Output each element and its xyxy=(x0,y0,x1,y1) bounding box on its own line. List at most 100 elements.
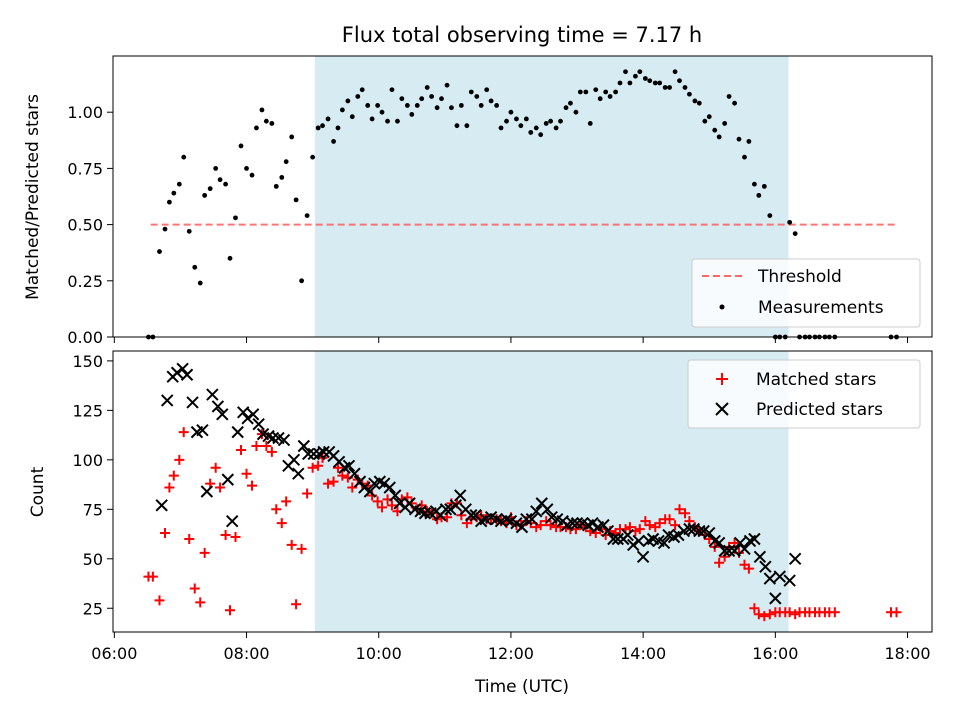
matched-point xyxy=(215,482,226,493)
x-tick-label: 14:00 xyxy=(620,644,666,663)
measurement-point xyxy=(355,94,361,99)
measurement-point xyxy=(310,154,316,160)
measurement-point xyxy=(315,125,321,131)
x-tick-label: 10:00 xyxy=(356,644,402,663)
matched-point xyxy=(535,520,546,531)
matched-point xyxy=(654,518,665,529)
predicted-point xyxy=(748,532,761,546)
matched-point xyxy=(624,522,635,533)
measurement-point xyxy=(478,103,484,108)
predicted-point xyxy=(607,532,620,546)
measurement-point xyxy=(395,118,400,124)
measurement-point xyxy=(603,89,609,95)
measurement-point xyxy=(792,231,798,236)
predicted-point xyxy=(170,366,184,379)
measurement-point xyxy=(642,76,648,81)
matched-point xyxy=(367,490,378,501)
matched-point xyxy=(225,605,235,616)
predicted-point xyxy=(252,418,265,431)
predicted-point xyxy=(788,552,802,565)
measurement-point xyxy=(538,132,544,138)
measurement-point xyxy=(359,87,365,93)
chart-title: Flux total observing time = 7.17 h xyxy=(342,23,702,47)
matched-point xyxy=(281,496,292,507)
measurement-point xyxy=(692,98,698,104)
predicted-point xyxy=(246,408,260,421)
predicted-point xyxy=(636,550,650,564)
measurement-point xyxy=(667,85,672,90)
measurement-point xyxy=(269,121,275,126)
measurement-point xyxy=(434,105,440,111)
legend-threshold-label: Threshold xyxy=(757,267,842,287)
predicted-point xyxy=(632,534,645,548)
measurement-point xyxy=(647,78,653,84)
measurement-point xyxy=(385,118,390,124)
measurement-point xyxy=(716,134,722,140)
measurement-point xyxy=(746,139,752,144)
predicted-point xyxy=(231,425,244,439)
x-tick-label: 06:00 xyxy=(91,644,137,663)
y-tick-label: 0.50 xyxy=(67,216,103,235)
predicted-point xyxy=(454,489,467,502)
measurement-point xyxy=(484,87,490,93)
predicted-point xyxy=(672,528,685,542)
measurement-point xyxy=(787,219,793,225)
bottom-legend: Matched stars Predicted stars xyxy=(687,359,921,429)
matched-point xyxy=(164,482,175,493)
measurement-point xyxy=(722,121,728,126)
predicted-point xyxy=(520,512,533,526)
predicted-point xyxy=(176,362,189,376)
measurement-point xyxy=(736,136,742,142)
matched-point xyxy=(247,480,258,491)
matched-point xyxy=(230,532,241,543)
measurement-point xyxy=(662,85,668,90)
measurement-point xyxy=(613,89,618,95)
measurement-point xyxy=(409,112,415,117)
bottom-y-axis-label: Count xyxy=(28,466,48,517)
y-tick-label: 125 xyxy=(72,401,103,420)
matched-point xyxy=(714,557,725,568)
matched-point xyxy=(147,571,158,582)
predicted-point xyxy=(444,503,457,516)
predicted-point xyxy=(773,570,786,583)
measurement-point xyxy=(767,213,773,219)
predicted-point xyxy=(597,518,610,532)
measurement-point xyxy=(633,73,638,79)
matched-point xyxy=(184,533,195,544)
measurement-point xyxy=(518,123,524,129)
measurement-point xyxy=(583,89,589,95)
measurement-point xyxy=(349,114,355,120)
measurement-point xyxy=(238,143,244,149)
predicted-point xyxy=(196,423,209,437)
measurement-point xyxy=(339,107,345,113)
legend-matched-label: Matched stars xyxy=(756,370,876,390)
predicted-point xyxy=(180,368,194,381)
predicted-point xyxy=(155,499,168,512)
measurement-point xyxy=(458,103,464,108)
top-y-axis-label: Matched/Predicted stars xyxy=(23,94,43,300)
predicted-point xyxy=(759,560,772,573)
y-tick-label: 75 xyxy=(83,500,103,519)
predicted-point xyxy=(307,447,320,461)
predicted-point xyxy=(683,522,696,536)
measurement-point xyxy=(474,94,480,99)
bottom-panel: 25 50 75 100 125 150 06:00 08:00 10:00 12:00 14:0… xyxy=(28,350,933,697)
matched-point xyxy=(199,547,210,558)
measurement-point xyxy=(563,105,569,111)
measurement-point xyxy=(468,89,474,95)
predicted-point xyxy=(510,516,523,530)
matched-point xyxy=(634,524,645,535)
measurement-point xyxy=(687,91,692,97)
matched-point xyxy=(313,460,324,471)
measurement-point xyxy=(702,118,708,124)
measurements-legend-marker xyxy=(719,304,725,310)
matched-point xyxy=(241,468,252,479)
measurement-point xyxy=(577,89,583,95)
measurement-point xyxy=(439,96,444,102)
predicted-point xyxy=(221,473,235,486)
matched-point xyxy=(332,462,343,473)
measurement-point xyxy=(320,123,325,129)
predicted-point xyxy=(266,431,280,445)
top-marks xyxy=(146,69,899,340)
